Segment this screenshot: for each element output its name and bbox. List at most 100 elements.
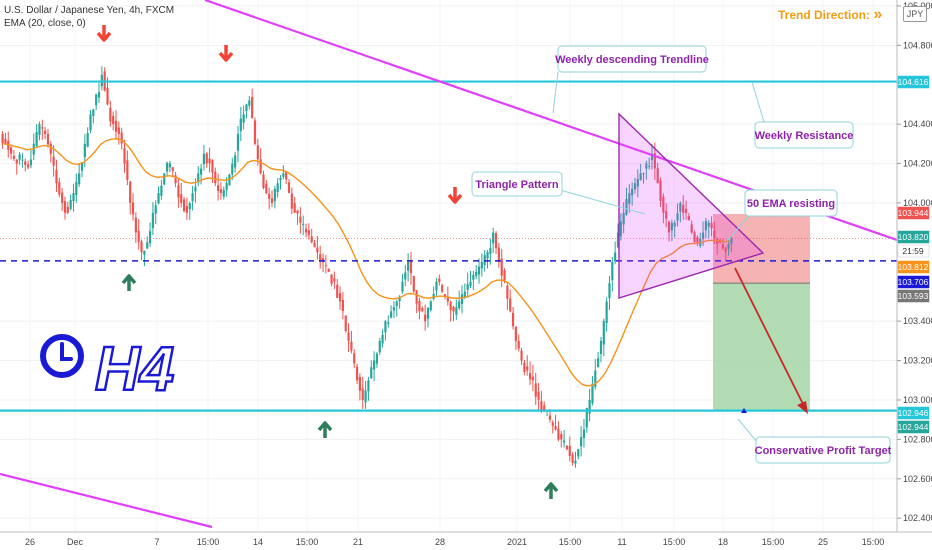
candle-body bbox=[211, 160, 214, 173]
x-tick-label: 21 bbox=[353, 537, 363, 547]
candle-body bbox=[693, 232, 696, 242]
candle-body bbox=[628, 193, 631, 204]
x-tick-label: 15:00 bbox=[762, 537, 785, 547]
candle-body bbox=[409, 260, 413, 274]
candle-body bbox=[265, 183, 268, 194]
price-tag-bg bbox=[897, 230, 930, 244]
weekly-trendline-callout-box bbox=[557, 45, 707, 73]
candle-body bbox=[66, 206, 69, 213]
candle-body bbox=[364, 390, 367, 403]
x-tick-label: 15:00 bbox=[296, 537, 319, 547]
candle-body bbox=[140, 241, 143, 253]
candle-body bbox=[395, 301, 398, 306]
buy-arrow-head bbox=[121, 274, 137, 285]
price-axis[interactable]: 105.000 104.800 104.400 104.200 104.000 103.4… bbox=[896, 0, 932, 550]
currency-badge[interactable]: JPY bbox=[903, 6, 927, 22]
candle-body bbox=[225, 183, 228, 190]
candle-body bbox=[449, 302, 452, 311]
candle-body bbox=[165, 162, 169, 172]
candle-body bbox=[355, 366, 359, 381]
candle-body bbox=[500, 258, 503, 276]
candle-body bbox=[517, 340, 520, 349]
drawing-overlay: Weekly descending Trendline Weekly Resist… bbox=[0, 0, 898, 529]
candle-body bbox=[372, 360, 376, 370]
candle-body bbox=[268, 193, 271, 199]
candle-body bbox=[78, 173, 81, 185]
candle-body bbox=[316, 247, 319, 253]
candle-body bbox=[682, 205, 685, 213]
candle-body bbox=[137, 230, 140, 242]
candle-body bbox=[338, 293, 342, 302]
y-tick-label: 104.400 bbox=[903, 119, 932, 129]
candle-body bbox=[625, 198, 628, 215]
lower-trendline bbox=[0, 472, 213, 529]
candle-body bbox=[63, 201, 67, 213]
candle-body bbox=[38, 124, 41, 136]
candle-body bbox=[477, 266, 481, 275]
candle-body bbox=[199, 168, 203, 175]
candle-body bbox=[143, 250, 146, 255]
candle-body bbox=[704, 220, 707, 231]
candle-body bbox=[95, 94, 98, 106]
candle-body bbox=[336, 284, 339, 298]
candle-body bbox=[15, 159, 18, 164]
candle-body bbox=[390, 311, 393, 318]
candle-body bbox=[191, 193, 194, 202]
candle-body bbox=[239, 118, 242, 132]
candle-body bbox=[520, 350, 523, 361]
x-tick-label: 11 bbox=[617, 537, 626, 547]
candle-body bbox=[667, 221, 671, 233]
candle-body bbox=[514, 326, 517, 341]
candle-body bbox=[554, 425, 557, 430]
candle-body bbox=[534, 383, 537, 397]
sell-arrow-head bbox=[96, 31, 112, 42]
candle-body bbox=[29, 159, 33, 166]
candle-body bbox=[273, 188, 276, 202]
time-axis[interactable]: 26 Dec 7 15:00 14 15:00 21 28 2021 15:00 11 15:00 18… bbox=[0, 531, 932, 547]
y-tick-label: 104.800 bbox=[903, 40, 932, 50]
candle-body bbox=[234, 155, 237, 168]
candle-body bbox=[486, 252, 489, 259]
candle-body bbox=[80, 162, 84, 171]
x-tick-label: 2021 bbox=[507, 537, 527, 547]
candle-body bbox=[41, 127, 44, 129]
clock-face bbox=[40, 334, 84, 378]
candle-body bbox=[21, 159, 24, 161]
candle-body bbox=[463, 291, 466, 298]
price-tag-bg bbox=[897, 75, 930, 89]
candle-body bbox=[307, 230, 310, 236]
y-tick-label: 103.200 bbox=[903, 356, 932, 366]
price-tag-text: 103.944 bbox=[898, 208, 929, 218]
callout-pointer bbox=[727, 211, 753, 241]
candle-body bbox=[565, 445, 569, 450]
candle-body bbox=[392, 307, 396, 311]
price-tag-bg bbox=[897, 275, 930, 289]
y-tick-label: 102.400 bbox=[903, 513, 932, 523]
candle-body bbox=[302, 223, 305, 225]
price-tag: 103.593 bbox=[898, 289, 930, 303]
candle-body bbox=[562, 440, 566, 443]
candle-body bbox=[489, 247, 492, 254]
price-tag: 102.946 bbox=[898, 406, 930, 420]
candle-body bbox=[560, 433, 563, 440]
candle-body bbox=[109, 107, 112, 122]
candle-body bbox=[228, 174, 231, 186]
callout-pointer bbox=[559, 189, 646, 215]
x-tick-label: 7 bbox=[154, 537, 159, 547]
candle-body bbox=[633, 183, 637, 190]
candle-body bbox=[452, 306, 455, 312]
price-tag-bg bbox=[897, 420, 930, 434]
candle-body bbox=[670, 223, 673, 231]
candle-body bbox=[509, 298, 512, 312]
candle-body bbox=[526, 366, 529, 371]
candle-body bbox=[458, 301, 461, 309]
candle-body bbox=[438, 278, 441, 282]
candle-body bbox=[89, 114, 92, 131]
candle-body bbox=[381, 334, 384, 344]
weekly-resistance-callout-box bbox=[754, 121, 854, 149]
candle-body bbox=[97, 92, 101, 98]
candle-body bbox=[690, 224, 693, 233]
candle-body bbox=[287, 182, 291, 194]
candle-body bbox=[594, 370, 597, 387]
